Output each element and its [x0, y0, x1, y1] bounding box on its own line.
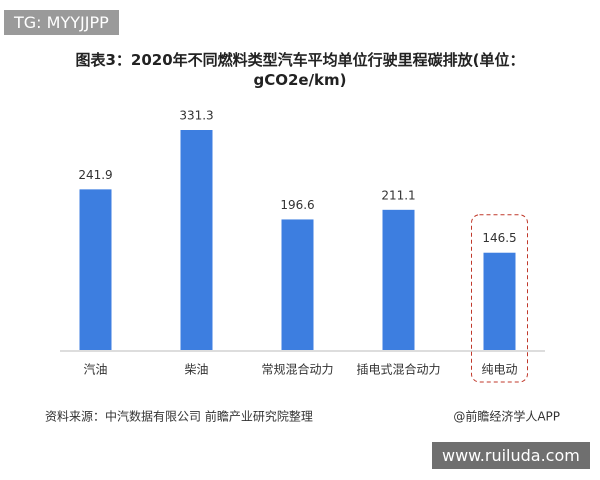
highlight-box	[471, 214, 528, 383]
site-label: www.ruiluda.com	[432, 442, 590, 469]
x-tick-label: 柴油	[184, 363, 208, 377]
bar	[180, 130, 213, 350]
chart-title: 图表3：2020年不同燃料类型汽车平均单位行驶里程碳排放(单位：gCO2e/km…	[75, 51, 525, 89]
credit: @前瞻经济学人APP	[453, 409, 560, 424]
bar	[382, 209, 415, 350]
x-tick-label: 常规混合动力	[261, 362, 333, 377]
value-label: 241.9	[78, 168, 112, 182]
bar	[79, 189, 112, 350]
value-label: 196.6	[280, 198, 314, 212]
bar	[281, 219, 314, 350]
x-tick-label: 纯电动	[481, 363, 517, 377]
watermark: TG: MYYJJPP	[4, 10, 119, 35]
bar	[483, 252, 516, 350]
x-tick-label: 汽油	[83, 362, 107, 377]
value-label: 146.5	[482, 231, 516, 245]
x-tick-label: 插电式混合动力	[356, 362, 440, 377]
value-label: 331.3	[179, 109, 213, 123]
value-label: 211.1	[381, 188, 415, 202]
source: 资料来源：中汽数据有限公司 前瞻产业研究院整理	[45, 409, 313, 424]
